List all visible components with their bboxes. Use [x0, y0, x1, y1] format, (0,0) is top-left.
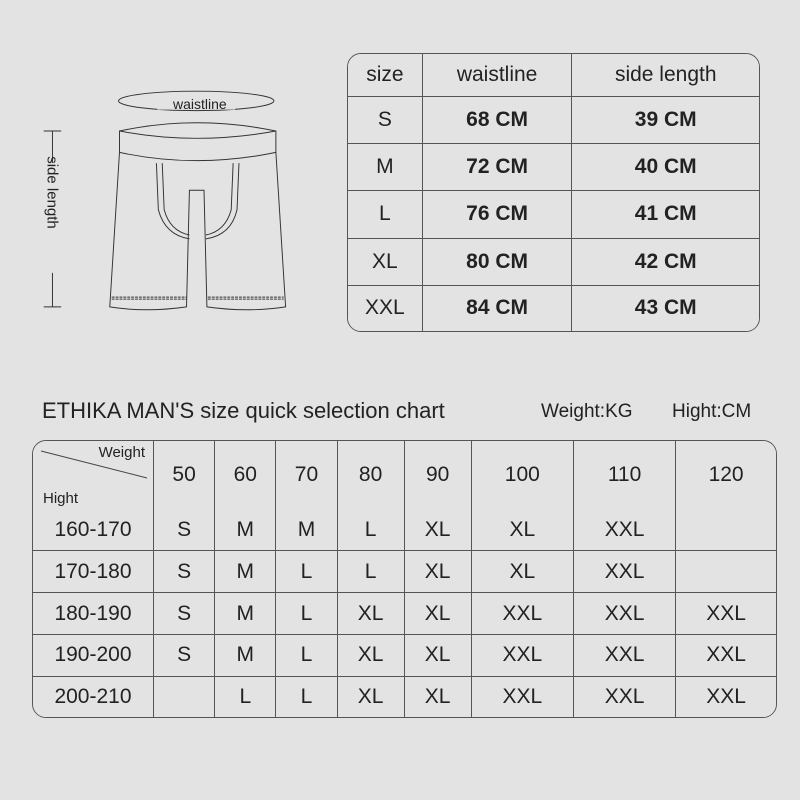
size: L — [348, 191, 423, 239]
table-row: 200-210 L L XL XL XXL XXL XXL — [33, 676, 776, 717]
table-row: 190-200 S M L XL XL XXL XXL XXL — [33, 635, 776, 677]
header-waistline: waistline — [422, 54, 573, 97]
size-cell: XXL — [676, 593, 776, 636]
size-cell: L — [337, 551, 405, 594]
size-cell: XL — [404, 593, 472, 636]
weight-header: 50 — [154, 441, 216, 510]
size-cell: S — [154, 635, 216, 677]
table-row: 180-190 S M L XL XL XXL XXL XXL — [33, 593, 776, 636]
chart-title: ETHIKA MAN'S size quick selection chart — [42, 398, 445, 423]
size-cell: XXL — [574, 676, 677, 717]
size-cell: L — [337, 509, 405, 552]
size-cell: XL — [404, 551, 472, 594]
size-cell: S — [154, 551, 216, 594]
size-cell: XL — [405, 676, 472, 717]
size-cell: XXL — [573, 509, 677, 552]
size-cell: XXL — [573, 593, 677, 636]
size: XL — [348, 238, 423, 286]
side: 42 CM — [572, 239, 759, 286]
size-cell: S — [154, 593, 216, 636]
height-unit: Hight:CM — [672, 401, 752, 422]
size-cell: S — [154, 509, 216, 552]
size-cell: M — [215, 593, 277, 636]
weight-unit: Weight:KG — [541, 401, 633, 422]
size-cell: L — [215, 676, 277, 717]
size: M — [348, 144, 423, 192]
height-range: 160-170 — [33, 509, 154, 552]
size-cell — [676, 551, 776, 594]
size-cell: M — [215, 551, 277, 594]
size: XXL — [348, 285, 423, 331]
weight-header: 70 — [276, 441, 338, 510]
table-row: 170-180 S M L L XL XL XXL — [33, 551, 776, 594]
size-cell: XL — [404, 635, 472, 677]
size-cell: XXL — [573, 635, 677, 677]
waist: 76 CM — [422, 191, 573, 239]
header-size: size — [348, 54, 423, 97]
size-cell: XL — [337, 635, 405, 677]
size-cell: L — [276, 593, 338, 636]
side: 43 CM — [634, 296, 697, 320]
size-cell: XXL — [471, 635, 574, 677]
size-selection-table: Weight Hight 50 60 70 80 90 100 110 120 160-170… — [32, 440, 777, 718]
size-cell: M — [215, 509, 277, 552]
size-cell: XL — [337, 593, 405, 636]
measurement-table: size waistline side length S 68 CM 39 CM M… — [347, 53, 760, 332]
side: 41 CM — [572, 191, 759, 239]
height-range: 170-180 — [33, 551, 154, 594]
size-cell — [676, 510, 776, 552]
side: 40 CM — [572, 144, 759, 192]
waist: 84 CM — [423, 285, 573, 331]
weight-header: 80 — [338, 441, 405, 510]
weight-header: 120 — [708, 463, 744, 487]
waist: 72 CM — [422, 144, 573, 192]
size-cell: XXL — [676, 635, 776, 677]
size-cell — [154, 676, 216, 717]
header-side-length: side length — [572, 54, 759, 97]
size-cell: XXL — [706, 684, 746, 708]
height-range: 200-210 — [33, 676, 154, 717]
height-range: 180-190 — [33, 593, 154, 636]
size-cell: XL — [471, 551, 574, 594]
corner-height: Hight — [43, 489, 79, 507]
corner-cell: Weight Hight — [33, 441, 154, 510]
weight-header: 100 — [472, 441, 574, 510]
table-row: 160-170 S M M L XL XL XXL — [33, 509, 776, 552]
size: S — [348, 97, 423, 145]
size-cell: XL — [338, 676, 405, 717]
weight-header: 110 — [574, 441, 677, 510]
weight-header: 90 — [405, 441, 472, 510]
waistline-label: waistline — [173, 96, 227, 112]
size-cell: XL — [404, 509, 472, 552]
size-cell: XXL — [472, 676, 574, 717]
size-cell: L — [276, 676, 338, 717]
waist: 68 CM — [422, 97, 573, 145]
height-range: 190-200 — [33, 635, 154, 677]
size-cell: M — [215, 635, 277, 677]
waist: 80 CM — [422, 238, 573, 286]
boxer-diagram — [43, 90, 287, 311]
size-cell: XL — [471, 509, 574, 552]
size-cell: XXL — [573, 551, 677, 594]
size-cell: L — [276, 635, 338, 677]
weight-header: 60 — [215, 441, 277, 510]
side-length-label: side length — [43, 156, 61, 229]
size-cell: XXL — [471, 593, 574, 636]
side: 39 CM — [572, 97, 759, 145]
size-cell: L — [276, 551, 338, 594]
size-cell: M — [276, 509, 338, 552]
corner-weight: Weight — [98, 444, 145, 461]
